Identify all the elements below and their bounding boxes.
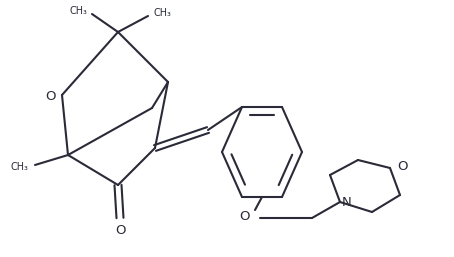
Text: O: O (46, 89, 56, 103)
Text: CH₃: CH₃ (153, 8, 171, 18)
Text: N: N (342, 196, 352, 208)
Text: CH₃: CH₃ (69, 6, 87, 16)
Text: O: O (397, 160, 407, 172)
Text: O: O (240, 209, 250, 223)
Text: O: O (116, 225, 126, 237)
Text: CH₃: CH₃ (10, 162, 28, 172)
